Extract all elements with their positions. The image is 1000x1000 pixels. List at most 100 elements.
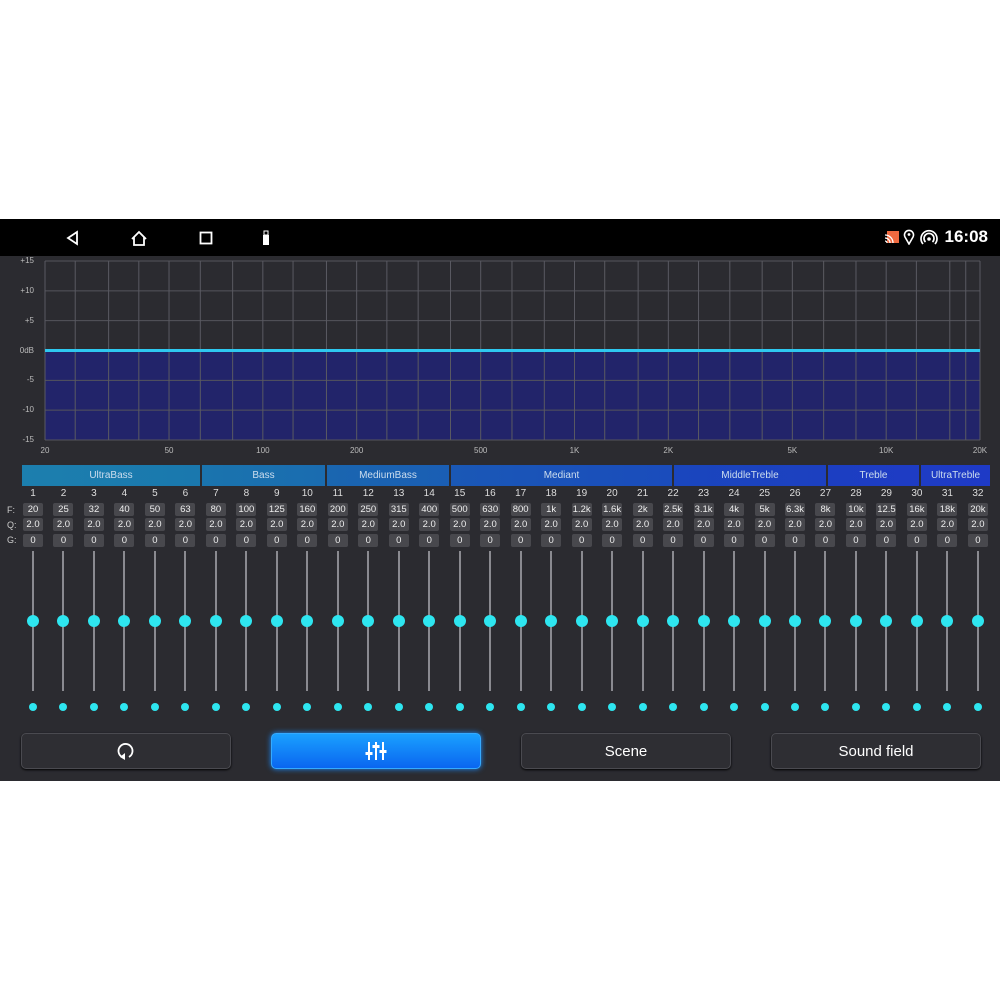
gain-slider-knob[interactable]: [849, 615, 862, 627]
gain-slider-knob[interactable]: [514, 615, 527, 627]
frequency-field[interactable]: 2k: [632, 503, 653, 516]
gain-field[interactable]: 0: [632, 534, 653, 547]
gain-slider-knob[interactable]: [362, 615, 375, 627]
gain-field[interactable]: 0: [53, 534, 74, 547]
gain-slider-knob[interactable]: [606, 615, 619, 627]
equalizer-button[interactable]: [271, 733, 481, 769]
gain-slider-knob[interactable]: [880, 615, 893, 627]
gain-slider-knob[interactable]: [484, 615, 497, 627]
q-field[interactable]: 2.0: [906, 518, 927, 531]
gain-field[interactable]: 0: [967, 534, 988, 547]
gain-slider-knob[interactable]: [453, 615, 466, 627]
gain-slider-knob[interactable]: [575, 615, 588, 627]
gain-slider-knob[interactable]: [87, 615, 100, 627]
gain-slider-knob[interactable]: [118, 615, 131, 627]
gain-slider-knob[interactable]: [179, 615, 192, 627]
gain-field[interactable]: 0: [480, 534, 501, 547]
gain-slider-knob[interactable]: [941, 615, 954, 627]
frequency-field[interactable]: 20k: [967, 503, 988, 516]
q-field[interactable]: 2.0: [967, 518, 988, 531]
gain-slider-knob[interactable]: [392, 615, 405, 627]
frequency-field[interactable]: 40: [114, 503, 135, 516]
q-field[interactable]: 2.0: [663, 518, 684, 531]
frequency-field[interactable]: 3.1k: [693, 503, 714, 516]
frequency-field[interactable]: 1k: [541, 503, 562, 516]
gain-slider-knob[interactable]: [667, 615, 680, 627]
q-field[interactable]: 2.0: [785, 518, 805, 531]
gain-field[interactable]: 0: [23, 534, 43, 547]
q-field[interactable]: 2.0: [937, 518, 958, 531]
gain-slider-knob[interactable]: [148, 615, 161, 627]
frequency-field[interactable]: 500: [449, 503, 470, 516]
gain-slider-knob[interactable]: [758, 615, 771, 627]
q-field[interactable]: 2.0: [236, 518, 257, 531]
frequency-field[interactable]: 80: [205, 503, 226, 516]
gain-field[interactable]: 0: [358, 534, 379, 547]
gain-slider-knob[interactable]: [819, 615, 832, 627]
gain-field[interactable]: 0: [144, 534, 165, 547]
gain-field[interactable]: 0: [510, 534, 531, 547]
gain-field[interactable]: 0: [266, 534, 287, 547]
q-field[interactable]: 2.0: [845, 518, 866, 531]
gain-field[interactable]: 0: [663, 534, 684, 547]
gain-field[interactable]: 0: [602, 534, 623, 547]
frequency-field[interactable]: 400: [419, 503, 440, 516]
q-field[interactable]: 2.0: [724, 518, 745, 531]
gain-field[interactable]: 0: [724, 534, 745, 547]
frequency-field[interactable]: 4k: [724, 503, 745, 516]
frequency-field[interactable]: 5k: [754, 503, 775, 516]
frequency-field[interactable]: 10k: [845, 503, 866, 516]
recents-icon[interactable]: [191, 219, 221, 256]
gain-slider-knob[interactable]: [910, 615, 923, 627]
frequency-field[interactable]: 8k: [815, 503, 836, 516]
q-field[interactable]: 2.0: [876, 518, 897, 531]
q-field[interactable]: 2.0: [602, 518, 623, 531]
frequency-field[interactable]: 16k: [906, 503, 927, 516]
gain-field[interactable]: 0: [845, 534, 866, 547]
frequency-field[interactable]: 250: [358, 503, 379, 516]
frequency-field[interactable]: 1.2k: [571, 503, 592, 516]
q-field[interactable]: 2.0: [144, 518, 165, 531]
q-field[interactable]: 2.0: [480, 518, 501, 531]
q-field[interactable]: 2.0: [388, 518, 409, 531]
gain-field[interactable]: 0: [388, 534, 409, 547]
q-field[interactable]: 2.0: [449, 518, 470, 531]
frequency-field[interactable]: 50: [144, 503, 165, 516]
gain-field[interactable]: 0: [114, 534, 135, 547]
gain-field[interactable]: 0: [205, 534, 226, 547]
q-field[interactable]: 2.0: [297, 518, 318, 531]
gain-field[interactable]: 0: [693, 534, 714, 547]
gain-slider-knob[interactable]: [57, 615, 70, 627]
gain-field[interactable]: 0: [906, 534, 927, 547]
frequency-field[interactable]: 315: [388, 503, 409, 516]
reset-button[interactable]: [21, 733, 231, 769]
frequency-field[interactable]: 2.5k: [663, 503, 684, 516]
frequency-field[interactable]: 12.5: [876, 503, 897, 516]
q-field[interactable]: 2.0: [419, 518, 440, 531]
q-field[interactable]: 2.0: [114, 518, 135, 531]
q-field[interactable]: 2.0: [815, 518, 836, 531]
q-field[interactable]: 2.0: [205, 518, 226, 531]
q-field[interactable]: 2.0: [327, 518, 348, 531]
q-field[interactable]: 2.0: [510, 518, 531, 531]
gain-field[interactable]: 0: [785, 534, 805, 547]
gain-field[interactable]: 0: [175, 534, 196, 547]
gain-field[interactable]: 0: [571, 534, 592, 547]
q-field[interactable]: 2.0: [693, 518, 714, 531]
frequency-field[interactable]: 200: [327, 503, 348, 516]
gain-field[interactable]: 0: [754, 534, 775, 547]
gain-field[interactable]: 0: [83, 534, 104, 547]
q-field[interactable]: 2.0: [754, 518, 775, 531]
sound-field-button[interactable]: Sound field: [771, 733, 981, 769]
gain-slider-knob[interactable]: [331, 615, 344, 627]
gain-field[interactable]: 0: [815, 534, 836, 547]
frequency-field[interactable]: 32: [83, 503, 104, 516]
gain-slider-knob[interactable]: [270, 615, 283, 627]
frequency-field[interactable]: 160: [297, 503, 318, 516]
gain-slider-knob[interactable]: [789, 615, 801, 627]
gain-slider-knob[interactable]: [423, 615, 436, 627]
frequency-field[interactable]: 1.6k: [602, 503, 623, 516]
gain-field[interactable]: 0: [327, 534, 348, 547]
gain-field[interactable]: 0: [236, 534, 257, 547]
gain-field[interactable]: 0: [449, 534, 470, 547]
